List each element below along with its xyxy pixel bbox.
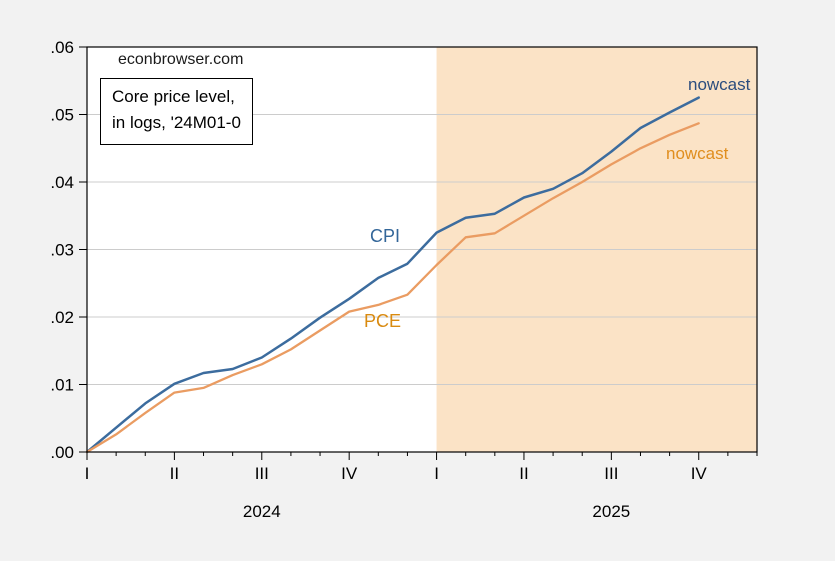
x-quarter-label: I xyxy=(434,464,439,483)
chart-title-box: Core price level, in logs, '24M01-0 xyxy=(100,78,253,145)
y-tick-label: .06 xyxy=(50,38,74,57)
y-tick-label: .00 xyxy=(50,443,74,462)
plot-frame xyxy=(86,46,758,453)
watermark-text: econbrowser.com xyxy=(118,51,244,68)
x-year-label: 2024 xyxy=(243,502,281,521)
y-tick-label: .03 xyxy=(50,241,74,260)
x-quarter-label: II xyxy=(170,464,179,483)
x-quarter-label: IV xyxy=(341,464,358,483)
y-tick-label: .01 xyxy=(50,376,74,395)
x-quarter-label: III xyxy=(604,464,618,483)
cpi-line xyxy=(85,96,700,454)
pce-series-label: PCE xyxy=(364,311,402,331)
nowcast-pce-label: nowcast xyxy=(666,144,729,163)
x-quarter-label: IV xyxy=(691,464,708,483)
cpi-series-label: CPI xyxy=(370,226,401,246)
pce-line xyxy=(85,122,700,454)
nowcast-cpi-label: nowcast xyxy=(688,75,751,94)
chart-title-line1: Core price level, xyxy=(112,87,235,106)
x-quarter-label: II xyxy=(519,464,528,483)
y-tick-label: .04 xyxy=(50,173,74,192)
x-quarter-label: I xyxy=(85,464,90,483)
x-quarter-label: III xyxy=(255,464,269,483)
chart-title-line2: in logs, '24M01-0 xyxy=(112,113,241,133)
y-tick-label: .05 xyxy=(50,106,74,125)
y-tick-label: .02 xyxy=(50,308,74,327)
x-year-label: 2025 xyxy=(592,502,630,521)
